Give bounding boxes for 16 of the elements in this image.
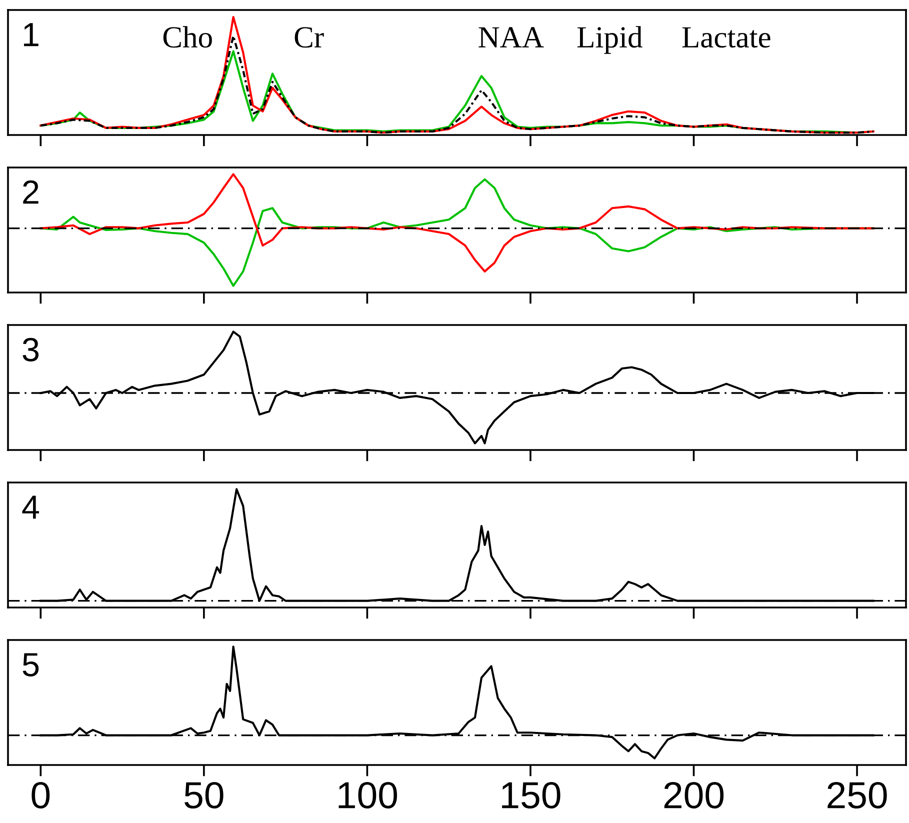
annotation: Cho <box>163 26 212 48</box>
annotation: NAA <box>478 27 544 48</box>
annotation: Cr <box>294 27 324 48</box>
chart-title: 2 <box>23 180 38 204</box>
x-tick-label: 150 <box>502 782 560 809</box>
chart-title: 5 <box>22 653 39 676</box>
x-tick-label: 50 <box>184 782 224 809</box>
chart-title: 1 <box>24 23 38 46</box>
annotation: Lactate <box>682 27 770 48</box>
annotation: Lipid <box>577 26 642 54</box>
x-tick-label: 200 <box>664 782 724 809</box>
x-tick-label: 100 <box>338 782 398 809</box>
chart-title: 3 <box>22 338 39 362</box>
chart-title: 4 <box>22 496 40 519</box>
x-tick-label: 250 <box>828 782 887 809</box>
x-tick-label: 0 <box>32 782 50 809</box>
